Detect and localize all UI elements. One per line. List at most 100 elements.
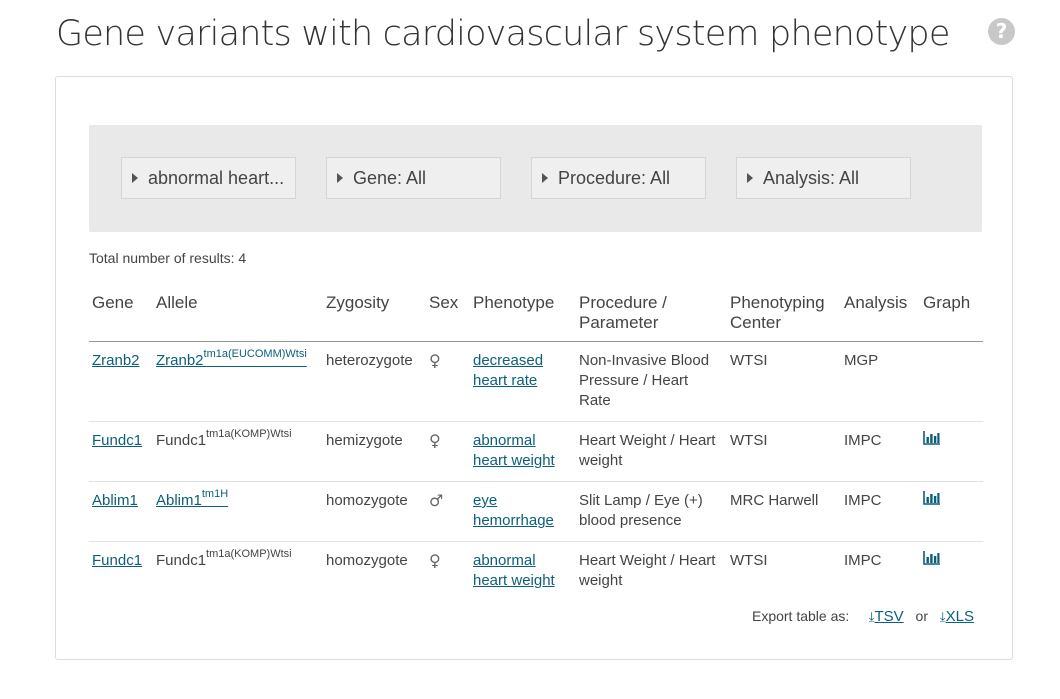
- analysis-cell: MGP: [841, 341, 920, 422]
- allele-superscript: tm1a(KOMP)Wtsi: [206, 548, 292, 560]
- phenotype-link[interactable]: abnormal heart weight: [473, 552, 555, 589]
- filter-label: Gene: All: [353, 168, 427, 188]
- center-cell: MRC Harwell: [727, 481, 841, 542]
- allele-symbol: Fundc1: [156, 552, 207, 569]
- allele-link[interactable]: Zranb2tm1a(EUCOMM)Wtsi: [156, 349, 307, 370]
- gene-cell: Fundc1: [89, 421, 153, 482]
- filter-procedure[interactable]: Procedure: All: [531, 157, 706, 199]
- filter-label: abnormal heart...: [148, 168, 285, 188]
- gene-link[interactable]: Zranb2: [92, 352, 140, 369]
- allele-cell: Fundc1tm1a(KOMP)Wtsi: [153, 542, 323, 602]
- export-xls-link[interactable]: ⤓XLS: [940, 608, 974, 625]
- column-header-zygosity[interactable]: Zygosity: [323, 289, 426, 342]
- gene-link[interactable]: Fundc1: [92, 552, 143, 569]
- column-header-gene[interactable]: Gene: [89, 289, 153, 342]
- phenotype-link[interactable]: eye hemorrhage: [473, 492, 554, 529]
- graph-cell: [920, 341, 983, 422]
- table-row: Fundc1 Fundc1tm1a(KOMP)Wtsi hemizygote ♀…: [89, 421, 983, 482]
- female-icon: ♀: [429, 431, 441, 450]
- caret-right-icon: [542, 173, 548, 183]
- allele-superscript: tm1H: [201, 488, 229, 500]
- procedure-cell: Slit Lamp / Eye (+) blood presence: [576, 481, 727, 542]
- filter-phenotype[interactable]: abnormal heart...: [121, 157, 296, 199]
- gene-cell: Zranb2: [89, 341, 153, 422]
- male-icon: ♂: [429, 491, 444, 510]
- table-row: Ablim1 Ablim1tm1H homozygote ♂ eye hemor…: [89, 481, 983, 542]
- help-icon[interactable]: ?: [988, 18, 1015, 45]
- header-line: Center: [730, 313, 782, 332]
- phenotype-cell: abnormal heart weight: [470, 421, 576, 482]
- zygosity-cell: homozygote: [323, 481, 426, 542]
- header-line: Parameter: [579, 313, 659, 332]
- filter-analysis[interactable]: Analysis: All: [736, 157, 911, 199]
- female-icon: ♀: [429, 351, 441, 370]
- graph-cell: [920, 542, 983, 602]
- export-label: Export table as:: [751, 608, 850, 624]
- filter-bar: abnormal heart... Gene: All Procedure: A…: [89, 125, 982, 232]
- phenotype-link[interactable]: decreased heart rate: [473, 352, 544, 389]
- filter-gene[interactable]: Gene: All: [326, 157, 501, 199]
- export-bar: Export table as: ⤓TSV or ⤓XLS: [752, 608, 974, 625]
- procedure-cell: Heart Weight / Heart weight: [576, 421, 727, 482]
- export-xls-label: XLS: [945, 608, 974, 625]
- column-header-center[interactable]: Phenotyping Center: [727, 289, 841, 342]
- center-cell: WTSI: [727, 421, 841, 482]
- procedure-cell: Heart Weight / Heart weight: [579, 552, 716, 589]
- phenotype-cell: decreased heart rate: [470, 341, 576, 422]
- zygosity-cell: hemizygote: [323, 421, 426, 482]
- table-row: Zranb2 Zranb2tm1a(EUCOMM)Wtsi heterozygo…: [89, 341, 983, 422]
- analysis-cell: IMPC: [841, 421, 920, 482]
- column-header-procedure[interactable]: Procedure / Parameter: [576, 289, 727, 342]
- sex-cell: ♀: [426, 542, 470, 602]
- phenotype-cell: eye hemorrhage: [470, 481, 576, 542]
- analysis-cell: IMPC: [844, 552, 882, 569]
- graph-cell: [920, 481, 983, 542]
- allele-cell: Zranb2tm1a(EUCOMM)Wtsi: [153, 341, 323, 422]
- filter-label: Analysis: All: [763, 168, 860, 188]
- phenotype-cell: abnormal heart weight: [470, 542, 576, 602]
- total-results: Total number of results: 4: [89, 250, 247, 266]
- caret-right-icon: [132, 173, 138, 183]
- allele-superscript: tm1a(KOMP)Wtsi: [206, 428, 292, 440]
- column-header-sex[interactable]: Sex: [426, 289, 470, 342]
- export-tsv-label: TSV: [874, 608, 904, 625]
- zygosity-cell: heterozygote: [323, 341, 426, 422]
- allele-cell: Ablim1tm1H: [153, 481, 323, 542]
- allele-symbol: Fundc1: [156, 432, 207, 449]
- gene-cell: Fundc1: [89, 542, 153, 602]
- female-icon: ♀: [429, 551, 441, 570]
- allele-cell: Fundc1tm1a(KOMP)Wtsi: [153, 421, 323, 482]
- download-icon: ⤓: [939, 610, 946, 625]
- column-header-phenotype[interactable]: Phenotype: [470, 289, 576, 342]
- filter-label: Procedure: All: [558, 168, 671, 188]
- analysis-cell: IMPC: [841, 481, 920, 542]
- bar-chart-icon[interactable]: [923, 491, 940, 505]
- bar-chart-icon[interactable]: [923, 431, 940, 445]
- results-panel: abnormal heart... Gene: All Procedure: A…: [55, 76, 1013, 660]
- caret-right-icon: [747, 173, 753, 183]
- allele-link[interactable]: Ablim1tm1H: [156, 489, 228, 510]
- results-table: Gene Allele Zygosity Sex Phenotype Proce…: [89, 289, 983, 601]
- table-row: Fundc1 Fundc1tm1a(KOMP)Wtsi homozygote ♀…: [89, 542, 983, 602]
- page-title: Gene variants with cardiovascular system…: [56, 14, 950, 54]
- allele-superscript: tm1a(EUCOMM)Wtsi: [203, 348, 307, 360]
- gene-cell: Ablim1: [89, 481, 153, 542]
- table-header-row: Gene Allele Zygosity Sex Phenotype Proce…: [89, 289, 983, 342]
- allele-symbol: Zranb2: [156, 352, 204, 369]
- zygosity-cell: homozygote: [326, 552, 408, 569]
- gene-link[interactable]: Fundc1: [92, 432, 143, 449]
- graph-cell: [920, 421, 983, 482]
- caret-right-icon: [337, 173, 343, 183]
- procedure-cell: Non-Invasive Blood Pressure / Heart Rate: [576, 341, 727, 422]
- column-header-analysis[interactable]: Analysis: [841, 289, 920, 342]
- gene-link[interactable]: Ablim1: [92, 492, 138, 509]
- export-tsv-link[interactable]: ⤓TSV: [869, 608, 904, 625]
- center-cell: WTSI: [730, 552, 768, 569]
- export-or: or: [915, 608, 928, 624]
- header-line: Procedure /: [579, 293, 667, 312]
- column-header-graph: Graph: [920, 289, 983, 342]
- phenotype-link[interactable]: abnormal heart weight: [473, 432, 555, 469]
- column-header-allele[interactable]: Allele: [153, 289, 323, 342]
- header-line: Phenotyping: [730, 293, 825, 312]
- bar-chart-icon[interactable]: [923, 551, 940, 565]
